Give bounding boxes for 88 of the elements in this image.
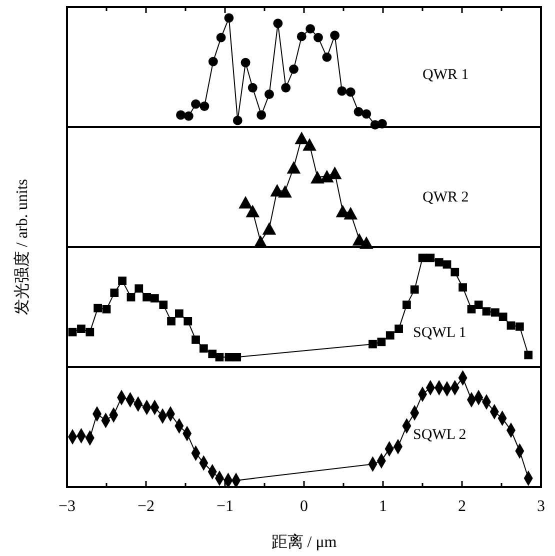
point bbox=[248, 83, 258, 92]
point bbox=[191, 99, 200, 109]
point bbox=[286, 161, 301, 174]
point bbox=[402, 300, 411, 309]
x-tick-label: 1 bbox=[379, 498, 387, 515]
point bbox=[77, 324, 86, 333]
point bbox=[150, 294, 159, 302]
point bbox=[176, 110, 186, 120]
point bbox=[330, 30, 340, 40]
point bbox=[524, 350, 533, 360]
point bbox=[159, 300, 168, 309]
point bbox=[264, 90, 274, 99]
point bbox=[289, 64, 298, 74]
point bbox=[200, 102, 210, 111]
point bbox=[208, 56, 218, 66]
point bbox=[215, 353, 224, 362]
x-tick-label: 3 bbox=[537, 498, 545, 515]
point bbox=[362, 109, 372, 119]
point bbox=[344, 206, 358, 220]
x-tick-label: −1 bbox=[216, 498, 234, 515]
point bbox=[94, 304, 102, 312]
point bbox=[110, 288, 119, 297]
point bbox=[467, 305, 476, 314]
point bbox=[442, 260, 452, 269]
point bbox=[458, 283, 467, 292]
x-tick-label: −2 bbox=[137, 498, 155, 515]
point bbox=[281, 83, 291, 92]
point bbox=[273, 18, 283, 28]
y-axis-title: 发光强度 / arb. units bbox=[13, 179, 31, 315]
point bbox=[434, 258, 444, 266]
point bbox=[306, 24, 316, 34]
text: QWR 2 bbox=[422, 189, 469, 206]
text: QWR 1 bbox=[422, 67, 469, 83]
point bbox=[184, 111, 194, 121]
point bbox=[126, 293, 136, 302]
x-axis-title: 距离 / μm bbox=[271, 533, 338, 551]
point bbox=[174, 309, 184, 318]
point bbox=[450, 268, 460, 276]
point bbox=[118, 276, 126, 285]
point bbox=[224, 353, 234, 362]
point bbox=[426, 254, 435, 262]
point bbox=[506, 321, 516, 330]
point bbox=[199, 344, 208, 353]
point bbox=[278, 185, 292, 198]
x-tick-label: 0 bbox=[300, 498, 308, 515]
point bbox=[294, 132, 309, 144]
x-tick-label: 2 bbox=[458, 498, 466, 515]
point bbox=[354, 107, 364, 116]
point bbox=[102, 305, 111, 314]
point bbox=[322, 52, 332, 62]
point bbox=[386, 331, 394, 340]
point bbox=[262, 222, 276, 235]
point bbox=[208, 350, 217, 358]
point bbox=[134, 284, 144, 293]
point bbox=[216, 32, 226, 42]
point bbox=[184, 317, 192, 326]
point bbox=[320, 170, 334, 182]
point bbox=[410, 285, 419, 294]
point bbox=[482, 307, 491, 316]
point bbox=[86, 328, 94, 336]
point bbox=[377, 338, 386, 346]
point bbox=[142, 293, 151, 302]
point bbox=[368, 340, 377, 348]
point bbox=[232, 353, 242, 362]
point bbox=[240, 58, 250, 68]
point bbox=[246, 204, 260, 218]
point bbox=[192, 336, 200, 344]
point bbox=[314, 32, 323, 42]
point bbox=[346, 87, 356, 97]
point bbox=[256, 110, 266, 120]
point bbox=[296, 32, 306, 42]
point bbox=[337, 86, 347, 96]
point bbox=[394, 324, 403, 333]
point bbox=[68, 328, 77, 336]
series-label: SQWL 2 bbox=[413, 427, 466, 443]
point bbox=[232, 116, 242, 126]
point bbox=[490, 308, 500, 317]
point bbox=[418, 254, 427, 262]
point bbox=[302, 138, 316, 151]
x-tick-label: −3 bbox=[58, 498, 76, 515]
point bbox=[515, 322, 524, 331]
point bbox=[310, 170, 324, 184]
point bbox=[224, 13, 234, 23]
point bbox=[498, 312, 508, 321]
point bbox=[474, 300, 483, 309]
point bbox=[167, 317, 176, 326]
point bbox=[238, 196, 252, 209]
series-label: SQWL 1 bbox=[413, 325, 466, 341]
